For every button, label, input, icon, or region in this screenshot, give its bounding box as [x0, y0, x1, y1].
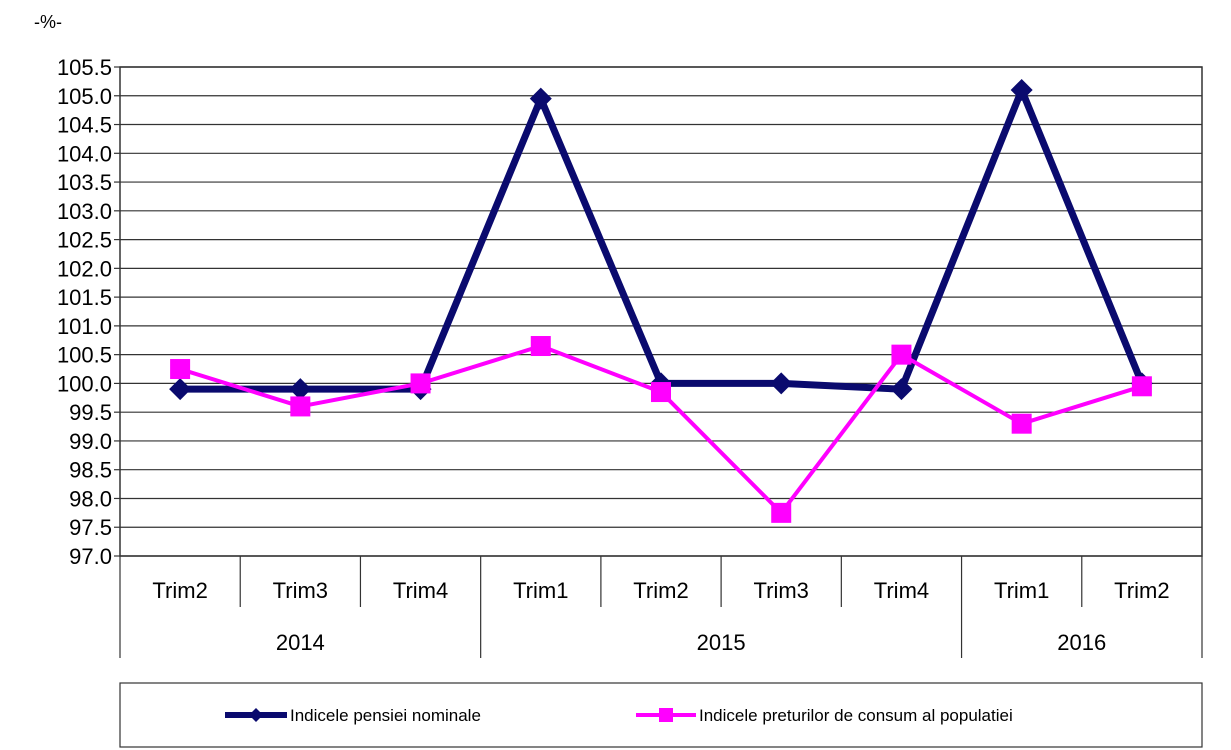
y-tick-label: 102.5	[57, 228, 112, 253]
y-tick-label: 105.5	[57, 55, 112, 80]
data-point	[890, 378, 913, 401]
legend-marker	[659, 708, 673, 722]
y-tick-label: 99.0	[69, 429, 112, 454]
legend-marker	[249, 708, 263, 722]
x-tick-label: Trim1	[994, 578, 1049, 603]
data-point	[1010, 79, 1033, 102]
x-tick-label: Trim1	[513, 578, 568, 603]
legend-label: Indicele pensiei nominale	[290, 706, 481, 725]
x-year-label: 2014	[276, 630, 325, 655]
data-point	[530, 336, 551, 357]
x-tick-label: Trim4	[874, 578, 929, 603]
y-tick-label: 100.0	[57, 371, 112, 396]
y-tick-label: 105.0	[57, 84, 112, 109]
y-tick-label: 104.0	[57, 141, 112, 166]
y-tick-label: 97.5	[69, 515, 112, 540]
y-axis-ticks: 97.0 97.5 98.0 98.5 99.0 99.5 100.0 100.5 101.0 1…	[57, 55, 120, 569]
data-point	[290, 396, 311, 417]
y-tick-label: 99.5	[69, 400, 112, 425]
data-point	[891, 344, 912, 365]
x-tick-label: Trim2	[633, 578, 688, 603]
x-year-label: 2015	[697, 630, 746, 655]
x-tick-label: Trim2	[152, 578, 207, 603]
data-point	[169, 378, 192, 401]
x-tick-label: Trim2	[1114, 578, 1169, 603]
data-point	[1011, 413, 1032, 434]
data-point	[410, 373, 431, 394]
y-tick-label: 103.0	[57, 199, 112, 224]
x-year-label: 2016	[1057, 630, 1106, 655]
data-point	[770, 372, 793, 395]
series-lines	[169, 79, 1153, 523]
data-point	[771, 502, 792, 523]
y-tick-label: 101.0	[57, 314, 112, 339]
data-point	[651, 382, 671, 403]
y-tick-label: 98.0	[69, 486, 112, 511]
x-axis: Trim2 Trim3 Trim4 Trim1 Trim2 Trim3 Trim4 Trim1…	[119, 556, 1203, 658]
y-unit-label: -%-	[34, 12, 62, 32]
series-line	[179, 344, 1143, 515]
y-tick-label: 100.5	[57, 343, 112, 368]
x-tick-label: Trim3	[754, 578, 809, 603]
y-tick-label: 101.5	[57, 285, 112, 310]
legend: Indicele pensiei nominale Indicele pretur…	[119, 682, 1203, 748]
x-tick-label: Trim4	[393, 578, 448, 603]
x-tick-label: Trim3	[273, 578, 328, 603]
y-tick-label: 98.5	[69, 458, 112, 483]
data-point	[170, 359, 191, 380]
y-tick-label: 103.5	[57, 170, 112, 195]
data-point	[529, 87, 552, 110]
legend-label: Indicele preturilor de consum al populat…	[699, 706, 1013, 725]
data-point	[1131, 376, 1152, 397]
y-tick-label: 102.0	[57, 256, 112, 281]
gridlines	[119, 66, 1203, 557]
data-point	[289, 378, 312, 401]
y-tick-label: 104.5	[57, 113, 112, 138]
y-tick-label: 97.0	[69, 544, 112, 569]
legend-box	[119, 682, 1203, 748]
